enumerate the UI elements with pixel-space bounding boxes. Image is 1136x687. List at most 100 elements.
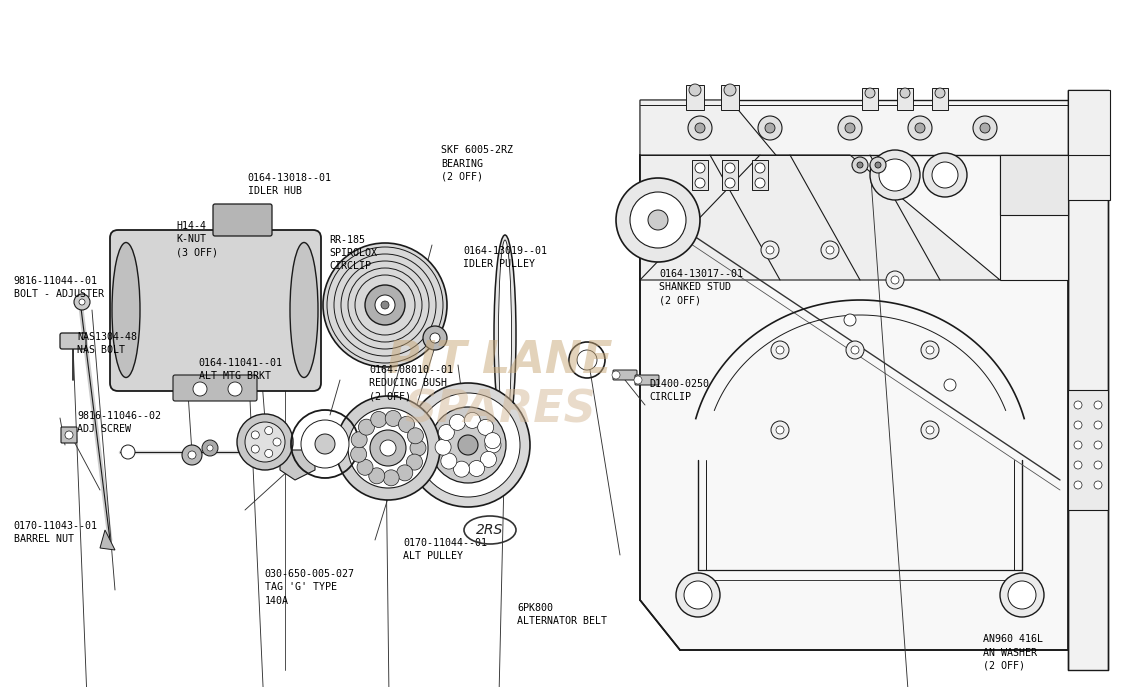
Circle shape <box>944 379 957 391</box>
Circle shape <box>228 382 242 396</box>
Circle shape <box>1074 481 1081 489</box>
Text: SPARES: SPARES <box>404 389 595 431</box>
Circle shape <box>908 116 932 140</box>
Circle shape <box>821 241 840 259</box>
Circle shape <box>301 420 349 468</box>
Circle shape <box>458 435 478 455</box>
Circle shape <box>755 178 765 188</box>
Ellipse shape <box>290 243 318 377</box>
Circle shape <box>74 294 90 310</box>
Circle shape <box>676 573 720 617</box>
Circle shape <box>435 439 451 455</box>
Circle shape <box>357 460 373 475</box>
Circle shape <box>776 346 784 354</box>
Circle shape <box>695 123 705 133</box>
Circle shape <box>851 346 859 354</box>
Polygon shape <box>100 530 115 550</box>
Circle shape <box>771 341 790 359</box>
Circle shape <box>465 412 481 429</box>
FancyBboxPatch shape <box>1068 90 1108 670</box>
Text: 0170-11044--01
ALT PULLEY: 0170-11044--01 ALT PULLEY <box>403 538 487 561</box>
Circle shape <box>237 414 293 470</box>
Circle shape <box>245 422 285 462</box>
Circle shape <box>381 440 396 456</box>
Circle shape <box>870 150 920 200</box>
Circle shape <box>1074 441 1081 449</box>
Circle shape <box>348 408 428 488</box>
FancyBboxPatch shape <box>686 85 704 110</box>
Circle shape <box>202 440 218 456</box>
Circle shape <box>407 454 423 470</box>
Circle shape <box>80 299 85 305</box>
Circle shape <box>187 451 197 459</box>
Circle shape <box>477 419 494 436</box>
Circle shape <box>684 581 712 609</box>
FancyBboxPatch shape <box>173 375 257 401</box>
Text: H14-4
K-NUT
(3 OFF): H14-4 K-NUT (3 OFF) <box>176 221 218 257</box>
Circle shape <box>438 425 454 440</box>
Circle shape <box>758 116 782 140</box>
Circle shape <box>1094 461 1102 469</box>
Circle shape <box>383 470 399 486</box>
Circle shape <box>974 116 997 140</box>
Circle shape <box>359 419 375 435</box>
Circle shape <box>870 157 886 173</box>
Circle shape <box>875 162 882 168</box>
Circle shape <box>845 123 855 133</box>
Circle shape <box>1094 421 1102 429</box>
Circle shape <box>765 123 775 133</box>
Text: 6PK800
ALTERNATOR BELT: 6PK800 ALTERNATOR BELT <box>517 603 607 627</box>
FancyBboxPatch shape <box>722 160 738 190</box>
FancyBboxPatch shape <box>897 88 913 110</box>
Circle shape <box>634 376 642 384</box>
Circle shape <box>577 350 598 370</box>
FancyBboxPatch shape <box>752 160 768 190</box>
Circle shape <box>410 440 426 456</box>
Circle shape <box>932 162 958 188</box>
Circle shape <box>323 243 446 367</box>
Polygon shape <box>1068 90 1110 200</box>
Circle shape <box>879 159 911 191</box>
Circle shape <box>900 88 910 98</box>
Circle shape <box>375 295 395 315</box>
FancyBboxPatch shape <box>721 85 740 110</box>
Circle shape <box>926 426 934 434</box>
Circle shape <box>441 453 457 469</box>
Circle shape <box>857 162 863 168</box>
Circle shape <box>844 314 857 326</box>
Text: 9816-11044--01
BOLT - ADJUSTER: 9816-11044--01 BOLT - ADJUSTER <box>14 275 103 299</box>
Circle shape <box>688 116 712 140</box>
Circle shape <box>251 445 259 453</box>
Circle shape <box>838 116 862 140</box>
Circle shape <box>431 407 506 483</box>
Circle shape <box>65 431 73 439</box>
Circle shape <box>980 123 989 133</box>
Circle shape <box>1074 421 1081 429</box>
Text: 0164-13019--01
IDLER PULLEY: 0164-13019--01 IDLER PULLEY <box>463 246 548 269</box>
Circle shape <box>265 427 273 435</box>
Circle shape <box>416 393 520 497</box>
Circle shape <box>431 333 440 343</box>
Circle shape <box>725 163 735 173</box>
Text: NAS1304-48
NAS BOLT: NAS1304-48 NAS BOLT <box>77 332 137 355</box>
Circle shape <box>776 426 784 434</box>
Circle shape <box>921 421 939 439</box>
Circle shape <box>1000 573 1044 617</box>
Circle shape <box>468 460 485 477</box>
Circle shape <box>1074 401 1081 409</box>
Circle shape <box>1094 441 1102 449</box>
Text: 0164-13018--01
IDLER HUB: 0164-13018--01 IDLER HUB <box>248 172 332 196</box>
Circle shape <box>207 445 214 451</box>
Circle shape <box>423 326 446 350</box>
Circle shape <box>766 246 774 254</box>
Circle shape <box>351 431 367 448</box>
Circle shape <box>336 396 440 500</box>
Circle shape <box>846 341 864 359</box>
Circle shape <box>365 285 406 325</box>
Polygon shape <box>279 450 315 480</box>
Text: 0170-11043--01
BARREL NUT: 0170-11043--01 BARREL NUT <box>14 521 98 544</box>
Circle shape <box>406 383 531 507</box>
Circle shape <box>315 445 329 459</box>
Polygon shape <box>1000 155 1068 280</box>
Circle shape <box>369 468 385 484</box>
